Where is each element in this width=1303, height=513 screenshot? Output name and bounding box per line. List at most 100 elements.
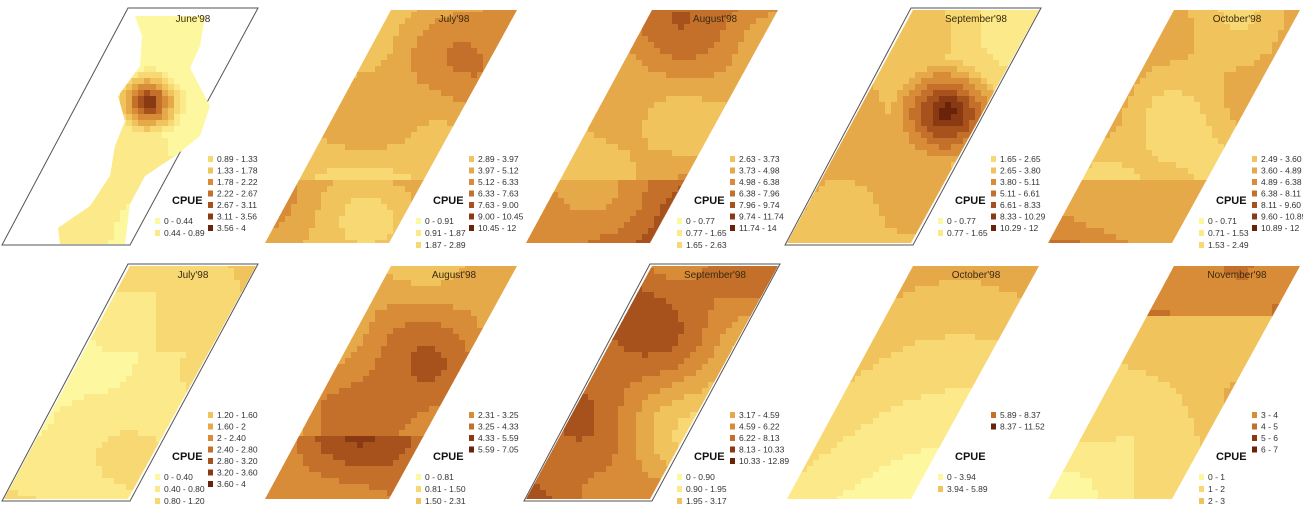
cpue-cell: [36, 228, 43, 235]
cpue-cell: [654, 72, 661, 79]
cpue-cell: [303, 156, 310, 163]
cpue-cell: [357, 186, 364, 193]
cpue-cell: [696, 30, 703, 37]
cpue-cell: [417, 186, 424, 193]
cpue-cell: [192, 246, 199, 253]
cpue-cell: [630, 12, 637, 19]
cpue-cell: [546, 108, 553, 115]
cpue-cell: [489, 102, 496, 109]
cpue-cell: [297, 10, 304, 13]
cpue-cell: [489, 138, 496, 145]
cpue-cell: [303, 126, 310, 133]
cpue-cell: [732, 132, 739, 139]
cpue-cell: [222, 24, 229, 31]
cpue-cell: [150, 24, 157, 31]
cpue-cell: [465, 120, 472, 127]
cpue-cell: [708, 10, 715, 13]
cpue-cell: [138, 174, 145, 181]
cpue-cell: [186, 90, 193, 97]
cpue-cell: [375, 228, 382, 235]
cpue-cell: [690, 156, 697, 163]
cpue-cell: [30, 54, 37, 61]
cpue-cell: [519, 102, 526, 109]
cpue-cell: [369, 138, 376, 145]
cpue-cell: [18, 150, 25, 157]
cpue-cell: [558, 168, 565, 175]
cpue-cell: [588, 114, 595, 121]
cpue-cell: [108, 180, 115, 187]
cpue-cell: [423, 132, 430, 139]
cpue-cell: [0, 36, 7, 43]
cpue-cell: [120, 24, 127, 31]
cpue-cell: [558, 102, 565, 109]
cpue-cell: [285, 78, 292, 85]
cpue-cell: [357, 198, 364, 205]
cpue-cell: [582, 96, 589, 103]
cpue-cell: [702, 180, 709, 187]
cpue-cell: [339, 222, 346, 229]
cpue-cell: [198, 16, 205, 19]
cpue-cell: [624, 90, 631, 97]
cpue-cell: [198, 210, 205, 217]
cpue-cell: [246, 144, 253, 151]
cpue-cell: [429, 12, 436, 19]
cpue-cell: [369, 228, 376, 235]
cpue-cell: [618, 168, 625, 175]
cpue-cell: [291, 138, 298, 145]
cpue-cell: [369, 84, 376, 91]
cpue-cell: [285, 144, 292, 151]
cpue-cell: [303, 48, 310, 55]
cpue-cell: [399, 96, 406, 103]
cpue-cell: [297, 102, 304, 109]
cpue-cell: [369, 120, 376, 127]
cpue-cell: [321, 108, 328, 115]
cpue-cell: [126, 144, 133, 151]
cpue-cell: [240, 78, 247, 85]
cpue-cell: [369, 156, 376, 163]
cpue-cell: [534, 72, 541, 79]
cpue-cell: [435, 180, 442, 187]
cpue-cell: [507, 10, 514, 13]
cpue-cell: [552, 10, 559, 13]
cpue-cell: [399, 18, 406, 25]
cpue-cell: [246, 126, 253, 133]
cpue-cell: [36, 162, 43, 169]
cpue-cell: [606, 54, 613, 61]
cpue-cell: [48, 12, 55, 19]
cpue-cell: [570, 90, 577, 97]
cpue-cell: [660, 66, 667, 73]
cpue-cell: [387, 138, 394, 145]
cpue-cell: [564, 162, 571, 169]
cpue-cell: [144, 138, 151, 145]
cpue-cell: [363, 174, 370, 181]
cpue-cell: [441, 84, 448, 91]
cpue-cell: [6, 246, 13, 253]
cpue-cell: [84, 138, 91, 145]
cpue-cell: [144, 186, 151, 193]
legend-label: 1.78 - 2.22: [217, 177, 258, 187]
cpue-cell: [606, 150, 613, 157]
cpue-cell: [483, 114, 490, 121]
cpue-cell: [246, 132, 253, 139]
cpue-cell: [684, 54, 691, 61]
cpue-cell: [738, 60, 745, 67]
cpue-cell: [102, 78, 109, 85]
cpue-cell: [546, 10, 553, 13]
cpue-cell: [495, 36, 502, 43]
cpue-cell: [387, 42, 394, 49]
cpue-cell: [558, 174, 565, 181]
cpue-cell: [138, 108, 145, 115]
cpue-cell: [285, 12, 292, 19]
cpue-cell: [267, 174, 274, 181]
cpue-cell: [684, 78, 691, 85]
cpue-cell: [333, 78, 340, 85]
cpue-cell: [600, 54, 607, 61]
cpue-cell: [180, 102, 187, 109]
cpue-cell: [624, 24, 631, 31]
cpue-cell: [114, 90, 121, 97]
cpue-cell: [774, 12, 778, 19]
cpue-cell: [648, 108, 655, 115]
cpue-cell: [483, 18, 490, 25]
cpue-cell: [405, 60, 412, 67]
cpue-cell: [297, 78, 304, 85]
